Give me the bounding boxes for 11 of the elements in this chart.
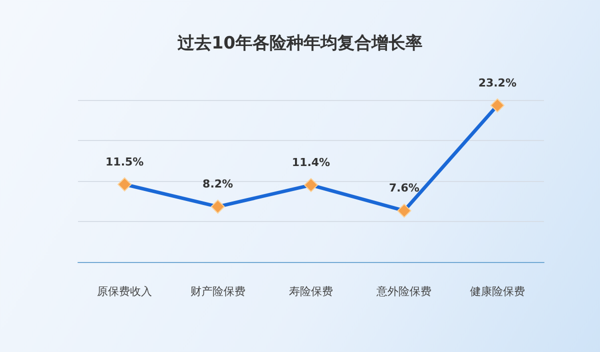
x-tick-label: 健康险保费 — [470, 285, 525, 298]
x-tick-label: 原保费收入 — [97, 285, 152, 298]
x-tick-label: 意外险保费 — [376, 285, 432, 298]
x-tick-label: 寿险保费 — [289, 285, 333, 298]
chart-title: 过去10年各险种年均复合增长率 — [176, 34, 422, 54]
x-tick-label: 财产险保费 — [190, 285, 246, 298]
data-label: 11.5% — [106, 155, 144, 168]
data-label: 7.6% — [388, 182, 420, 195]
data-label: 23.2% — [478, 76, 516, 90]
data-label: 11.4% — [292, 156, 330, 170]
data-label: 8.2% — [202, 178, 234, 191]
